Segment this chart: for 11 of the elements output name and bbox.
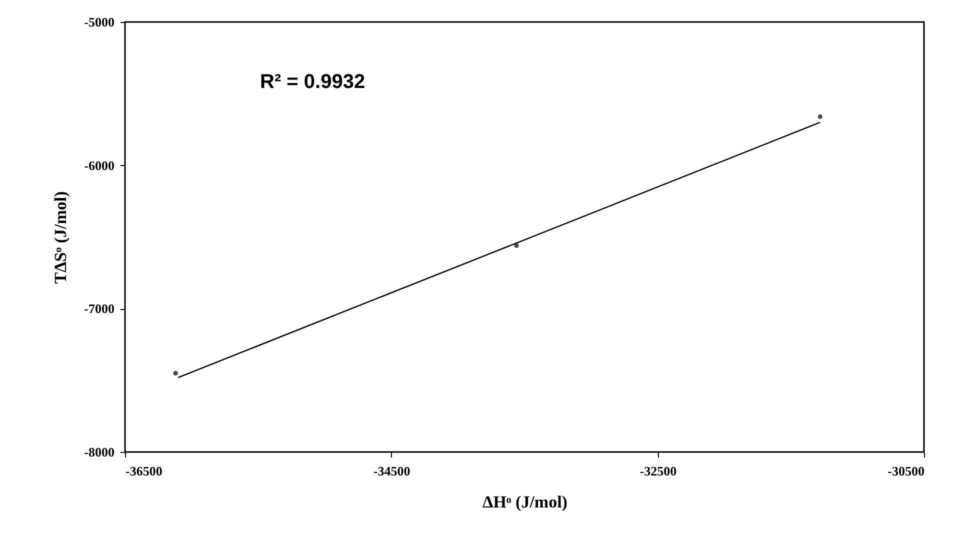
x-tick-label: -36500 [126, 464, 162, 478]
y-axis-title: TΔSᵒ (J/mol) [51, 191, 70, 284]
y-tick-label: -5000 [84, 14, 114, 30]
x-tick-label: -32500 [640, 464, 677, 478]
x-tick-label: -30500 [888, 464, 924, 478]
y-tick-label: -6000 [84, 158, 114, 173]
x-tick-label: -34500 [373, 464, 410, 478]
y-tick-label: -7000 [84, 301, 114, 316]
annotation: R² = 0.9932 [260, 71, 366, 93]
x-axis-title: ΔHᵒ (J/mol) [482, 492, 568, 512]
y-tick-label: -8000 [84, 444, 114, 460]
